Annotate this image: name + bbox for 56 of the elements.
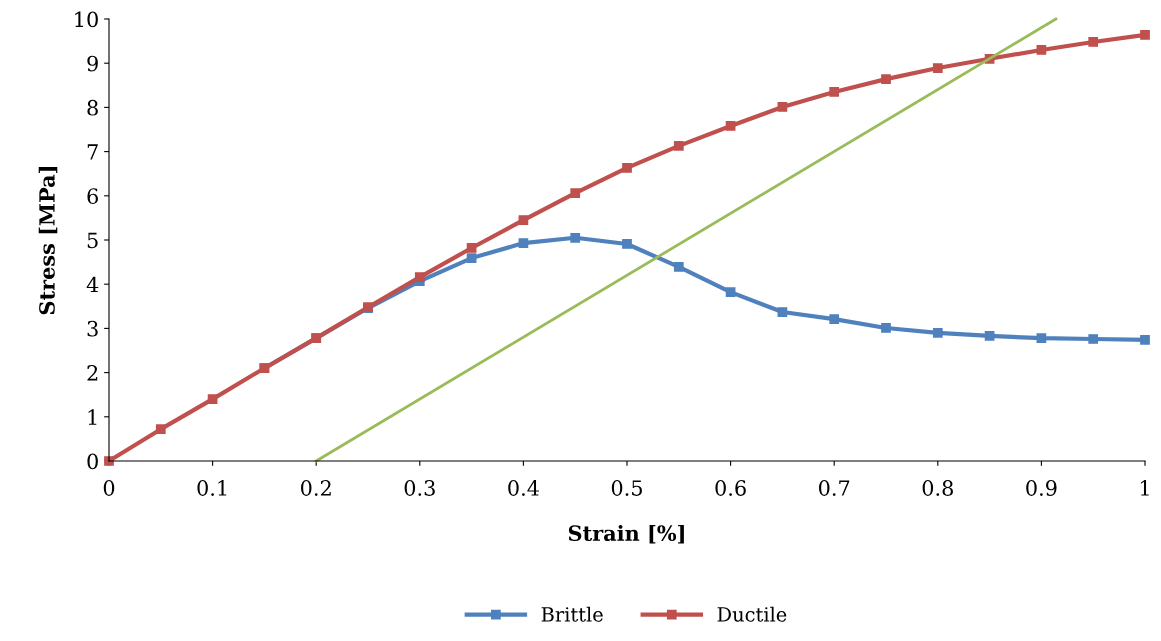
- y-tick-label: 6: [87, 188, 98, 205]
- x-tick-label: 0.5: [611, 480, 642, 496]
- y-tick-label: 9: [87, 55, 98, 72]
- x-tick-label: 0.2: [301, 480, 331, 496]
- point: [1140, 335, 1150, 345]
- point: [414, 272, 425, 282]
- point: [777, 307, 788, 317]
- x-tick-label: 1: [1140, 480, 1149, 496]
- x-tick-label: 0.4: [508, 480, 539, 496]
- point: [1036, 45, 1047, 55]
- y-tick-label: 7: [87, 144, 98, 160]
- point: [725, 121, 736, 131]
- y-tick-label: 1: [88, 409, 97, 425]
- point: [881, 323, 891, 333]
- point: [1088, 37, 1099, 47]
- point: [622, 163, 632, 173]
- x-tick-label: 0.8: [922, 480, 953, 496]
- x-tick-label: 0: [103, 480, 115, 496]
- point: [155, 424, 166, 435]
- point: [518, 238, 529, 248]
- x-tick-label: 0.1: [197, 480, 227, 496]
- point: [673, 140, 684, 151]
- x-tick-label: 0.3: [404, 480, 435, 496]
- point: [1036, 333, 1047, 343]
- point: [673, 262, 684, 272]
- point: [570, 188, 581, 199]
- y-tick-label: 10: [75, 11, 98, 28]
- point: [932, 63, 943, 73]
- point: [622, 239, 632, 249]
- y-tick-label: 3: [87, 320, 98, 337]
- legend-label: Brittle: [541, 606, 603, 622]
- point: [984, 331, 995, 341]
- point: [570, 232, 581, 243]
- x-tick-label: 0.6: [715, 480, 746, 496]
- point: [466, 243, 477, 253]
- point: [725, 287, 736, 298]
- point: [466, 253, 477, 263]
- y-tick-label: 0: [87, 453, 98, 470]
- y-tick-label: 5: [87, 232, 98, 249]
- y-tick-label: 2: [87, 365, 98, 381]
- point: [518, 215, 529, 225]
- x-tick-label: 0.7: [819, 480, 850, 496]
- y-tick-label: 8: [87, 99, 98, 116]
- legend-label: Ductile: [717, 606, 787, 622]
- point: [1140, 30, 1150, 40]
- point: [881, 74, 891, 84]
- y-axis-title: Stress [MPa]: [38, 167, 58, 315]
- point: [207, 394, 218, 404]
- point: [777, 102, 788, 112]
- point: [829, 314, 840, 324]
- x-axis-title: Strain [%]: [568, 524, 684, 544]
- x-tick-label: 0.9: [1026, 480, 1057, 496]
- point: [1088, 334, 1099, 344]
- point: [932, 327, 943, 338]
- y-tick-label: 4: [86, 276, 99, 293]
- point: [829, 87, 840, 97]
